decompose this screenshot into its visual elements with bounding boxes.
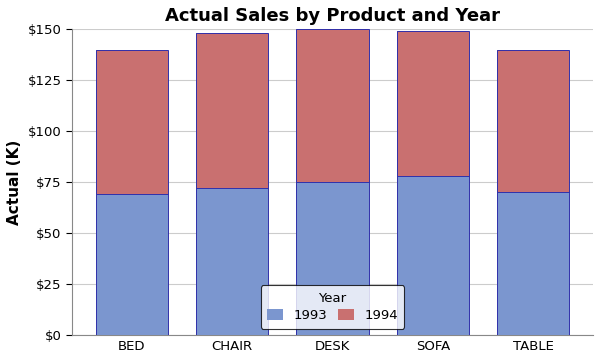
Bar [497, 50, 569, 335]
Y-axis label: Actual (K): Actual (K) [7, 140, 22, 225]
Bar [196, 33, 268, 188]
Bar [397, 176, 469, 335]
Bar [95, 50, 168, 335]
Bar [397, 31, 469, 335]
Bar [397, 31, 469, 176]
Bar [296, 182, 368, 335]
Bar [497, 50, 569, 193]
Bar [497, 193, 569, 335]
Bar [95, 194, 168, 335]
Bar [95, 50, 168, 194]
Bar [196, 188, 268, 335]
Bar [296, 29, 368, 335]
Title: Actual Sales by Product and Year: Actual Sales by Product and Year [165, 7, 500, 25]
Bar [296, 29, 368, 182]
Legend: 1993, 1994: 1993, 1994 [260, 285, 404, 329]
Bar [196, 33, 268, 335]
